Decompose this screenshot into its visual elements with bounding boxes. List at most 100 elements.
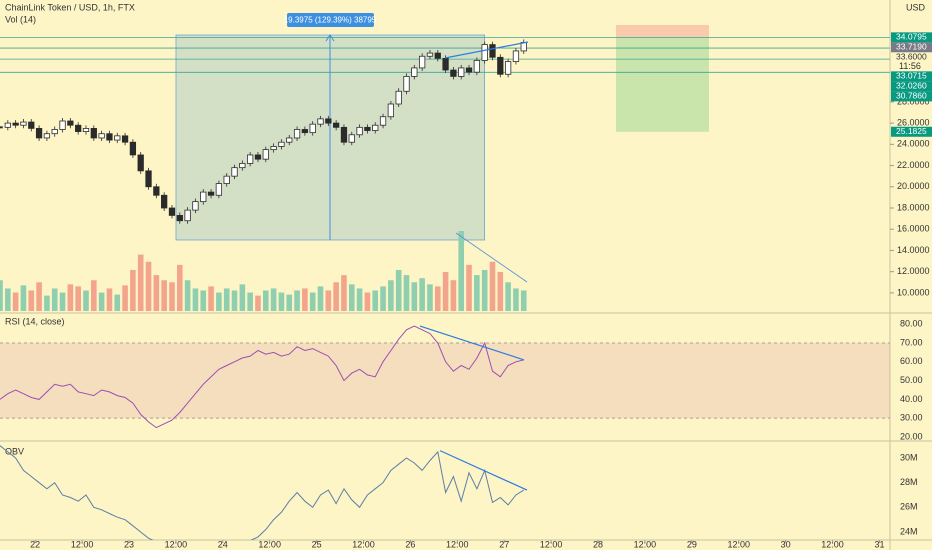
arrow-head (325, 34, 335, 42)
candle (153, 186, 160, 196)
obv-pane (0, 445, 528, 540)
volume-bar (481, 269, 488, 311)
candle (176, 215, 183, 222)
price-badge-label: 32.0260 (896, 81, 927, 91)
candle (411, 67, 418, 77)
volume-bar (294, 290, 300, 311)
candle (458, 67, 465, 77)
candle (215, 183, 223, 196)
candle (184, 209, 191, 222)
price-badge-label: 33.7190 (896, 42, 927, 52)
volume-bar (364, 292, 371, 311)
candle (387, 103, 395, 118)
price-badge (891, 91, 932, 102)
volume-bar (466, 264, 472, 311)
volume-bar (395, 269, 402, 311)
volume-bar (505, 282, 511, 311)
time-tick-label: 12:00 (821, 539, 844, 549)
volume-bar (286, 294, 293, 311)
volume-bar (75, 286, 81, 311)
candle (98, 133, 105, 139)
candle (200, 191, 207, 203)
time-tick-label: 23 (124, 539, 134, 549)
candle (270, 146, 277, 151)
time-tick-label: 26 (405, 539, 415, 549)
obv-tick-label: 24M (900, 526, 918, 536)
candle (231, 167, 238, 177)
volume-bar (380, 286, 386, 311)
rsi-tick-label: 30.00 (900, 413, 923, 423)
volume-bar (91, 280, 97, 311)
volume-bar (161, 280, 167, 311)
candle (43, 133, 51, 139)
time-tick-label: 30 (781, 539, 791, 549)
volume-bar (153, 275, 160, 311)
volume-bar (106, 288, 113, 311)
price-badge-label: 25.1825 (896, 126, 927, 136)
candle (262, 149, 269, 160)
candle (340, 126, 348, 143)
volume-bar (130, 269, 136, 311)
obv-tick-label: 30M (900, 452, 918, 462)
candle (512, 50, 520, 62)
rsi-line (0, 325, 524, 429)
time-tick-label: 28 (593, 539, 603, 549)
volume-bar (231, 290, 238, 311)
candle (317, 118, 324, 125)
price-tick-label: 26.0000 (897, 117, 930, 127)
time-tick-label: 24 (218, 539, 228, 549)
volume-bar (192, 288, 199, 311)
volume-bar (474, 275, 480, 311)
price-badge (891, 126, 932, 137)
candle (145, 170, 152, 188)
price-tick-label: 18.0000 (897, 202, 930, 212)
countdown: 11:56 (899, 61, 921, 71)
volume-bar (278, 292, 285, 311)
time-tick-label: 12:00 (71, 539, 94, 549)
volume-bar (309, 292, 316, 311)
volume-bar (356, 288, 363, 311)
candle (121, 135, 129, 143)
time-tick-label: 25 (312, 539, 322, 549)
volume-bar (302, 288, 308, 311)
volume-bar (403, 275, 410, 311)
candle (51, 129, 58, 135)
volume-bar (216, 292, 222, 311)
candle (489, 44, 496, 58)
volume-bar (239, 284, 246, 311)
candle (114, 135, 121, 141)
candle (4, 122, 11, 128)
candle (207, 191, 215, 196)
candle (28, 121, 35, 129)
volume-bar (98, 292, 105, 311)
rsi-tick-label: 70.00 (900, 337, 923, 347)
price-pane (0, 25, 890, 311)
volume-bar (372, 290, 379, 311)
price-tick-label: 24.0000 (897, 139, 930, 149)
price-tick-label: 14.0000 (897, 245, 930, 255)
volume-bar (184, 280, 191, 311)
volume-bar (520, 290, 527, 311)
volume-bar (145, 261, 152, 311)
volume-bar (67, 284, 74, 311)
candle (403, 76, 410, 92)
candle (379, 116, 387, 126)
volume-bar (208, 286, 214, 311)
candle (504, 61, 512, 75)
rsi-tick-label: 40.00 (900, 394, 923, 404)
trend-line (419, 325, 525, 361)
candle (481, 44, 488, 61)
candle (59, 120, 66, 130)
price-tick-label: 20.0000 (897, 181, 930, 191)
time-tick-label: 12:00 (165, 539, 188, 549)
time-tick-label: 29 (687, 539, 697, 549)
candle (129, 141, 137, 156)
candle (239, 163, 246, 169)
volume-bar (489, 261, 496, 311)
volume-bar (169, 282, 175, 311)
volume-bar (59, 292, 66, 311)
volume-bar (122, 285, 128, 311)
stop-zone (616, 25, 709, 38)
volume-bar (255, 295, 261, 311)
